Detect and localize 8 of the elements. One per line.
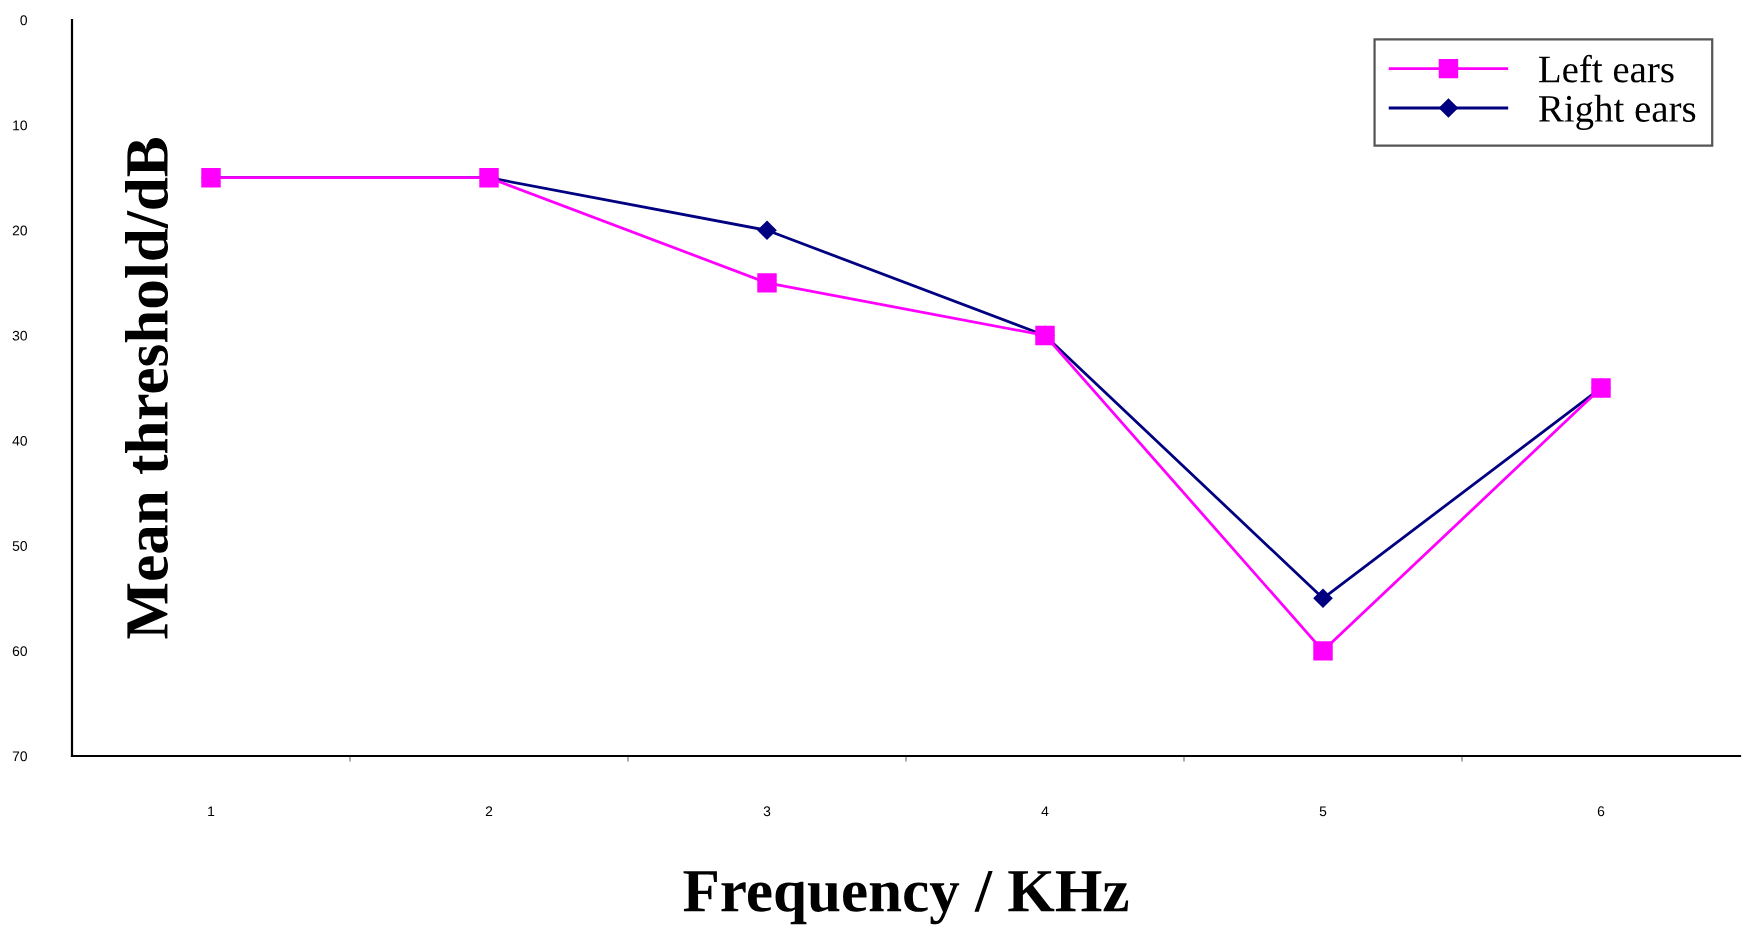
legend-label: Right ears (1539, 94, 1696, 131)
legend-label: Left ears (1539, 54, 1674, 83)
point (1313, 641, 1333, 661)
point (1313, 589, 1333, 608)
y-axis-title: Mean threshold/dB (125, 138, 169, 639)
point (757, 221, 777, 240)
x-axis-title: Frequency / KHz (683, 870, 1129, 925)
point (757, 273, 777, 293)
